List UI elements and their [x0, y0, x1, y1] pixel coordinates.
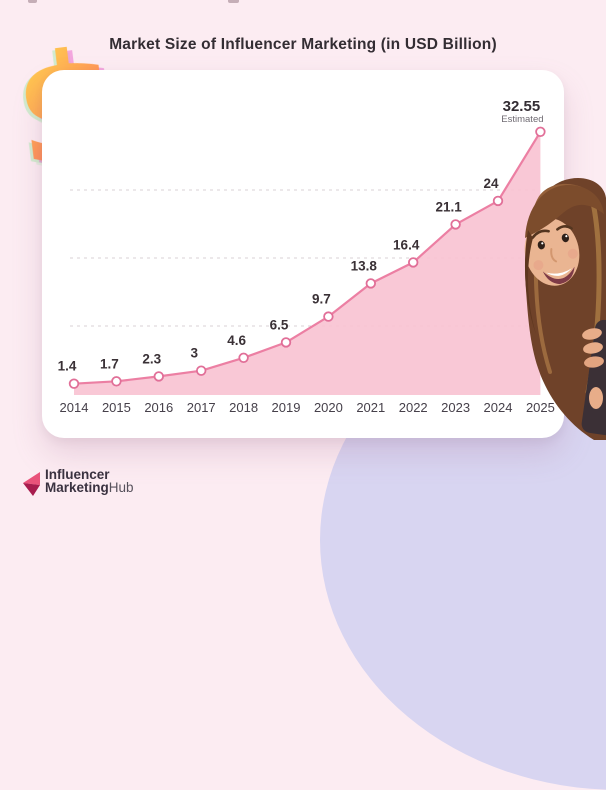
- value-label: 13.8: [351, 258, 378, 273]
- data-point: [492, 195, 504, 207]
- value-label: 3: [190, 346, 198, 361]
- mouth: [542, 266, 575, 285]
- logo-word-influencer: Influencer: [45, 467, 110, 482]
- x-axis-label: 2014: [60, 400, 89, 415]
- area-chart: 1.4 1.7 2.3 3 4.6 6.5 9.7 13.8 16.4 21.1 24 32.55Es…: [58, 98, 555, 415]
- value-label: 16.4: [393, 237, 420, 252]
- data-point: [280, 337, 292, 348]
- logo-arrow-icon: [23, 472, 40, 496]
- value-label: 1.7: [100, 356, 119, 371]
- infographic-stage: Market Size of Influencer Marketing (in …: [6, 0, 606, 790]
- data-point: [365, 278, 377, 289]
- blush: [567, 248, 578, 259]
- eyebrow: [531, 229, 550, 240]
- value-label: 9.7: [312, 292, 331, 307]
- blush: [533, 260, 544, 271]
- screen-artifact: [28, 0, 37, 3]
- screen-artifact: [228, 0, 239, 3]
- eye-glint: [541, 242, 544, 245]
- eyebrow: [556, 225, 573, 231]
- data-point: [111, 376, 122, 387]
- value-label: 1.4: [58, 359, 77, 374]
- logo-text: Influencer MarketingHub: [45, 467, 134, 495]
- data-point: [195, 365, 207, 376]
- hair-side: [524, 230, 536, 334]
- teeth: [546, 268, 572, 276]
- x-axis-label: 2024: [484, 400, 513, 415]
- value-label-estimated: 32.55: [503, 98, 541, 115]
- face: [524, 218, 580, 286]
- x-axis-label: 2021: [356, 400, 385, 415]
- data-point: [238, 352, 249, 364]
- x-axis-label: 2017: [187, 400, 216, 415]
- finger: [583, 342, 603, 354]
- area-fill: [74, 131, 541, 396]
- x-axis-label: 2023: [441, 400, 470, 415]
- chart-card: 1.4 1.7 2.3 3 4.6 6.5 9.7 13.8 16.4 21.1 24 32.55 Es…: [42, 70, 564, 438]
- x-axis-label: 2019: [272, 400, 301, 415]
- data-point: [68, 378, 80, 389]
- eye-glint: [565, 235, 568, 238]
- influencer-marketinghub-logo: Influencer MarketingHub: [20, 468, 134, 497]
- data-point: [450, 219, 461, 230]
- data-point: [535, 126, 546, 138]
- x-axis-label: 2022: [399, 400, 428, 415]
- thumb: [589, 387, 603, 409]
- logo-word-marketing: Marketing: [45, 480, 109, 495]
- x-axis-label: 2018: [229, 400, 258, 415]
- finger: [582, 328, 602, 340]
- data-point: [153, 371, 165, 382]
- data-point: [408, 257, 419, 268]
- hair-fringe: [525, 184, 604, 238]
- value-label: 4.6: [227, 333, 246, 348]
- value-label: 21.1: [435, 199, 462, 214]
- data-point: [323, 311, 334, 322]
- logo-word-hub: Hub: [108, 480, 134, 495]
- value-label: 24: [483, 176, 499, 191]
- nose: [550, 248, 558, 263]
- value-label: 6.5: [270, 317, 289, 332]
- value-label: 2.3: [142, 351, 161, 366]
- x-axis-label: 2016: [144, 400, 173, 415]
- chart-title: Market Size of Influencer Marketing (in …: [109, 36, 497, 53]
- finger: [584, 356, 604, 368]
- trend-line: [72, 130, 542, 385]
- estimated-note: Estimated: [501, 114, 543, 125]
- x-axis-label: 2020: [314, 400, 343, 415]
- smiling-woman-photo: [524, 178, 606, 440]
- x-axis-label: 2015: [102, 400, 131, 415]
- x-axis-label: 2025: [526, 400, 555, 415]
